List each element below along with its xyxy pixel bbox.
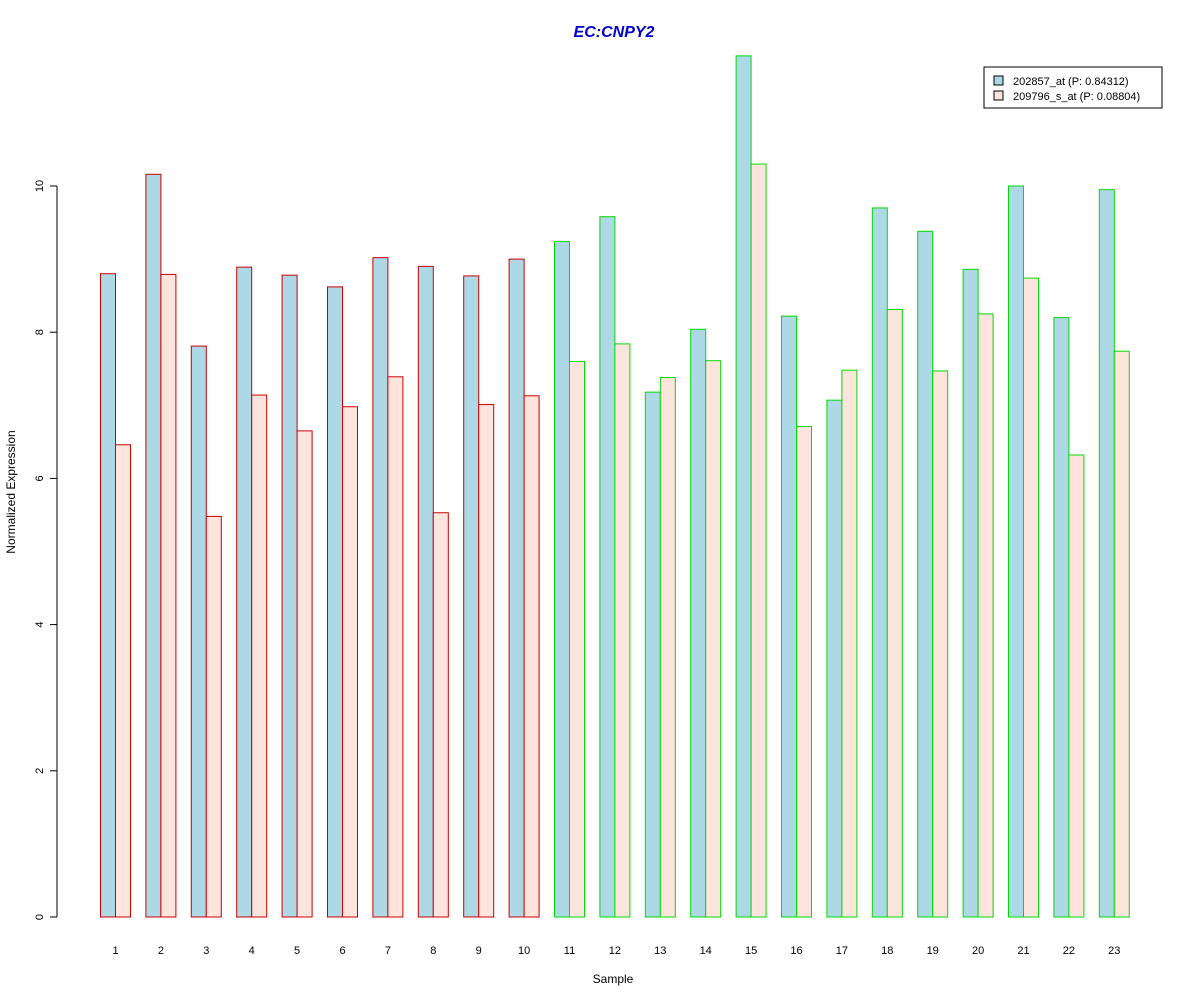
bar-sample-13-series-1 [644,391,661,918]
bar-sample-22-series-1 [1053,317,1070,918]
x-tick-label: 10 [518,945,530,957]
bar-sample-8-series-1 [417,265,434,918]
x-tick-label: 4 [249,945,255,957]
x-tick-label: 13 [654,945,666,957]
bar-sample-22-series-2 [1068,454,1085,918]
bar-sample-10-series-1 [508,258,525,918]
bar-sample-18-series-1 [871,207,888,918]
x-tick-label: 2 [158,945,164,957]
x-tick-label: 20 [972,945,984,957]
bar-sample-12-series-1 [599,216,616,918]
bar-sample-2-series-2 [160,273,177,918]
bar-sample-9-series-1 [463,275,480,918]
bar-sample-20-series-2 [977,313,994,918]
x-tick-label: 9 [476,945,482,957]
legend-label-series-1: 202857_at (P: 0.84312) [1013,76,1129,88]
x-axis-title: Sample [593,972,634,986]
y-axis: 0 2 4 6 8 10 [34,180,58,920]
bar-sample-14-series-1 [690,328,707,918]
bar-sample-15-series-1 [735,55,752,918]
x-tick-label: 19 [927,945,939,957]
bar-sample-17-series-1 [826,399,843,918]
x-tick-label: 14 [700,945,712,957]
bar-sample-14-series-2 [705,360,722,918]
bar-sample-19-series-1 [917,230,934,918]
bar-sample-13-series-2 [659,377,676,918]
y-tick-label: 6 [34,475,46,481]
x-tick-label: 16 [790,945,802,957]
x-tick-label: 6 [339,945,345,957]
bar-sample-1-series-2 [115,444,131,918]
bar-sample-4-series-1 [236,266,253,918]
x-tick-label: 8 [430,945,436,957]
bar-sample-11-series-2 [569,360,585,918]
bar-sample-16-series-2 [796,425,812,918]
bar-sample-6-series-2 [342,406,358,918]
y-tick-label: 4 [34,622,46,628]
bar-sample-23-series-2 [1113,350,1130,918]
x-tick-label: 3 [203,945,209,957]
x-tick-label: 18 [881,945,893,957]
bar-sample-1-series-1 [100,273,116,918]
y-tick-label: 10 [34,180,46,192]
bar-sample-7-series-2 [387,376,404,918]
x-tick-label: 1 [112,945,118,957]
y-tick-label: 0 [34,914,46,920]
bar-sample-12-series-2 [614,343,631,918]
bar-sample-3-series-2 [205,515,222,918]
y-tick-label: 2 [34,768,46,774]
x-axis: 1 2 3 4 5 6 7 8 9 10 11 12 13 14 15 16 17 18 19 20 21 22 23 [112,945,1120,957]
bar-sample-6-series-1 [327,286,343,918]
bar-sample-9-series-2 [478,404,495,918]
x-tick-label: 11 [564,945,575,957]
bar-sample-10-series-2 [523,395,540,918]
bar-sample-21-series-2 [1023,277,1039,918]
x-tick-label: 17 [836,945,848,957]
bar-sample-7-series-1 [372,257,389,918]
x-tick-label: 7 [385,945,391,957]
bar-sample-21-series-1 [1008,185,1024,918]
bar-sample-3-series-1 [190,345,207,918]
legend-swatch-series-1 [993,75,1004,86]
chart-title: EC:CNPY2 [574,24,655,41]
x-tick-label: 22 [1063,945,1075,957]
bar-sample-4-series-2 [251,394,268,918]
legend-label-series-2: 209796_s_at (P: 0.08804) [1013,91,1140,103]
bars [100,55,1130,918]
bar-sample-15-series-2 [750,163,767,918]
x-tick-label: 12 [609,945,621,957]
x-tick-label: 21 [1017,945,1029,957]
bar-sample-16-series-1 [781,315,797,918]
bar-sample-11-series-1 [554,241,570,918]
x-tick-label: 15 [745,945,757,957]
bar-sample-5-series-1 [281,274,298,918]
bar-sample-2-series-1 [145,173,162,918]
bar-sample-20-series-1 [962,268,979,918]
legend-swatch-series-2 [993,90,1004,101]
y-axis-title: Normalized Expression [4,430,18,553]
bar-sample-23-series-1 [1098,189,1115,918]
legend-box [983,66,1163,109]
bar-sample-17-series-2 [841,369,858,918]
x-tick-label: 23 [1108,945,1120,957]
y-tick-label: 8 [34,329,46,335]
bar-sample-5-series-2 [296,430,313,918]
bar-sample-18-series-2 [886,309,903,918]
x-tick-label: 5 [294,945,300,957]
bar-sample-8-series-2 [432,512,449,918]
bar-sample-19-series-2 [932,370,949,918]
legend: 202857_at (P: 0.84312) 209796_s_at (P: 0… [983,66,1163,109]
